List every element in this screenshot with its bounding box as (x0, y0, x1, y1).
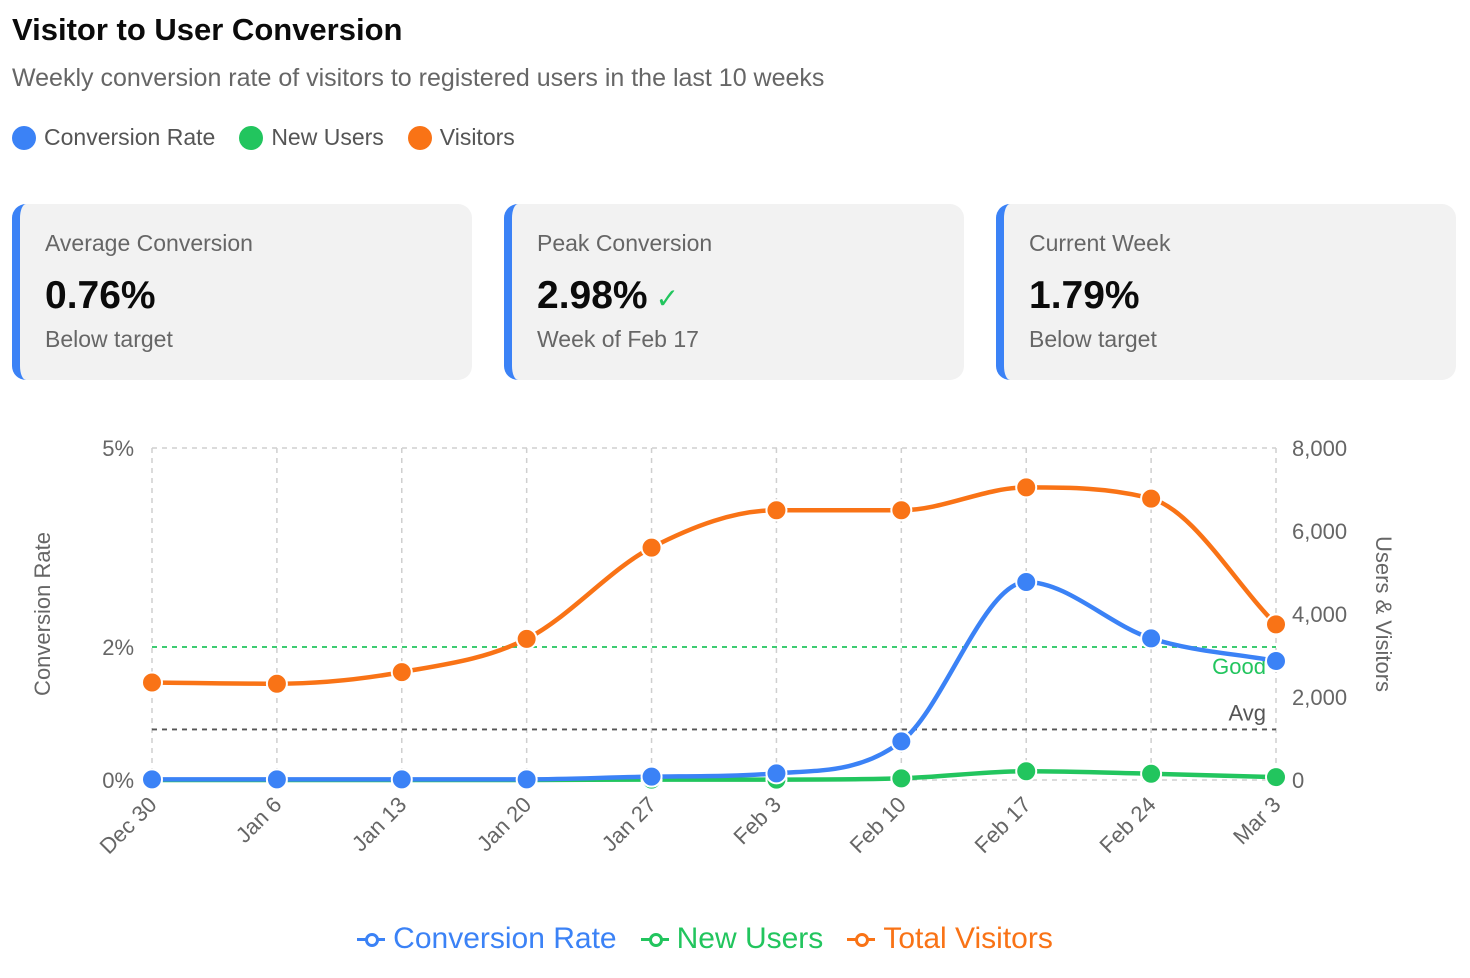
x-tick-label: Jan 27 (597, 792, 661, 856)
x-tick-label: Jan 6 (231, 792, 287, 848)
x-tick-label: Mar 3 (1228, 792, 1285, 849)
data-point-conversion-rate (765, 762, 788, 785)
data-point-total-visitors (1015, 476, 1038, 499)
data-point-conversion-rate (265, 768, 288, 791)
line-marker-icon (357, 932, 386, 947)
card-peak-conversion: Peak Conversion 2.98% ✓ Week of Feb 17 (504, 204, 964, 380)
data-point-new-users (890, 767, 913, 790)
legend-label: New Users (271, 124, 384, 150)
x-tick-label: Dec 30 (95, 792, 162, 859)
card-note: Week of Feb 17 (537, 326, 699, 352)
card-current-week: Current Week 1.79% Below target (996, 204, 1456, 380)
legend-label: Conversion Rate (393, 922, 617, 955)
y-left-tick-label: 0% (102, 768, 134, 793)
y-right-axis-title: Users & Visitors (1371, 536, 1396, 692)
legend-item-visitors[interactable]: Visitors (407, 124, 515, 151)
bottom-legend-total-visitors[interactable]: Total Visitors (847, 922, 1053, 956)
x-tick-label: Feb 17 (970, 792, 1036, 858)
legend-label: Conversion Rate (44, 124, 216, 150)
card-note: Below target (45, 326, 173, 352)
y-left-axis-title: Conversion Rate (30, 532, 55, 696)
page-subtitle: Weekly conversion rate of visitors to re… (12, 64, 825, 92)
legend-label: New Users (676, 922, 824, 955)
card-note: Below target (1029, 326, 1157, 352)
y-right-tick-label: 0 (1292, 768, 1304, 793)
x-tick-label: Jan 20 (472, 792, 536, 856)
legend-dot-icon (407, 125, 432, 150)
top-legend: Conversion Rate New Users Visitors (12, 124, 515, 151)
data-point-conversion-rate (890, 730, 913, 753)
y-right-tick-label: 8,000 (1292, 436, 1347, 461)
data-point-new-users (1140, 762, 1163, 785)
y-right-tick-label: 2,000 (1292, 685, 1347, 710)
series-line-conversion-rate (149, 579, 1279, 782)
check-icon: ✓ (655, 283, 680, 314)
card-label: Average Conversion (45, 230, 253, 256)
card-label: Current Week (1029, 230, 1171, 256)
card-average-conversion: Average Conversion 0.76% Below target (12, 204, 472, 380)
data-point-total-visitors (515, 627, 538, 650)
data-point-conversion-rate (141, 768, 163, 791)
line-marker-icon (847, 932, 876, 947)
card-value: 2.98% ✓ (537, 274, 680, 317)
bottom-legend-new-users[interactable]: New Users (640, 922, 824, 956)
data-point-conversion-rate (1015, 570, 1038, 593)
series-line-total-visitors (149, 485, 1279, 686)
data-point-total-visitors (1140, 487, 1163, 510)
data-point-total-visitors (390, 661, 413, 684)
legend-dot-icon (239, 125, 264, 150)
data-point-conversion-rate (390, 768, 413, 791)
data-point-conversion-rate (640, 765, 663, 788)
legend-item-conversion-rate[interactable]: Conversion Rate (12, 124, 215, 151)
reference-label-avg: Avg (1228, 700, 1266, 725)
bottom-legend: Conversion Rate New Users Total Visitors (0, 922, 1410, 956)
data-point-conversion-rate (515, 768, 538, 791)
legend-label: Total Visitors (883, 922, 1053, 955)
data-point-total-visitors (890, 499, 913, 522)
data-point-conversion-rate (1140, 627, 1163, 650)
data-point-new-users (1265, 766, 1287, 789)
x-tick-label: Jan 13 (347, 792, 411, 856)
page-title: Visitor to User Conversion (12, 12, 403, 47)
card-label: Peak Conversion (537, 230, 713, 256)
legend-label: Visitors (439, 124, 515, 150)
data-point-conversion-rate (1265, 649, 1287, 672)
data-point-total-visitors (765, 499, 788, 522)
x-tick-label: Feb 24 (1095, 792, 1161, 858)
y-right-tick-label: 4,000 (1292, 602, 1347, 627)
data-point-new-users (1015, 760, 1038, 783)
card-value: 1.79% (1029, 274, 1140, 317)
y-right-tick-label: 6,000 (1292, 519, 1347, 544)
bottom-legend-conversion-rate[interactable]: Conversion Rate (357, 922, 617, 956)
x-tick-label: Feb 10 (845, 792, 911, 858)
y-left-tick-label: 5% (102, 436, 134, 461)
card-value: 0.76% (45, 274, 156, 317)
line-marker-icon (640, 932, 669, 947)
data-point-total-visitors (1265, 613, 1287, 636)
x-tick-label: Feb 3 (729, 792, 786, 849)
data-point-total-visitors (265, 672, 288, 695)
legend-item-new-users[interactable]: New Users (239, 124, 384, 151)
y-left-tick-label: 2% (102, 635, 134, 660)
legend-dot-icon (12, 125, 36, 150)
data-point-total-visitors (640, 536, 663, 559)
data-point-total-visitors (141, 671, 163, 694)
